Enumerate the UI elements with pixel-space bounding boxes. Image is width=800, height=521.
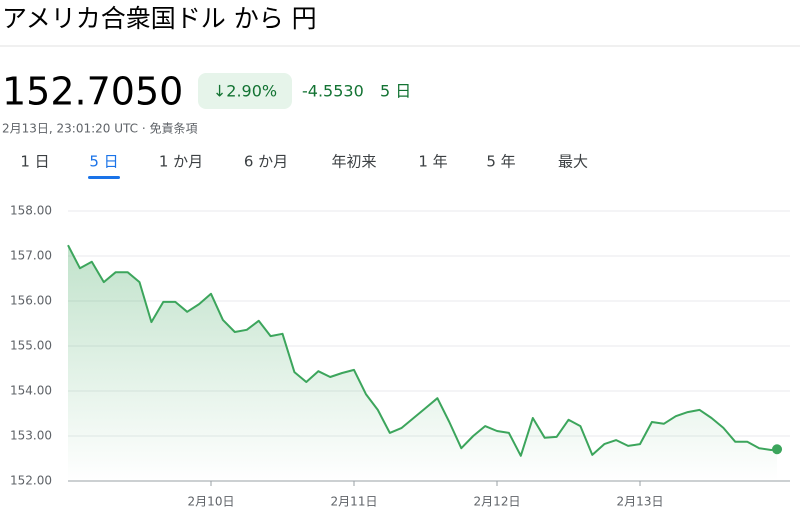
change-badge: [198, 73, 292, 109]
line: [67, 244, 778, 457]
title: アメリカ合衆国ドル から 円: [2, 4, 317, 33]
y-tick-label: 152.00: [10, 474, 52, 488]
tab[interactable]: 最大: [558, 153, 588, 171]
change: -4.5530: [302, 82, 364, 101]
y-tick-label: 158.00: [10, 204, 52, 218]
x-tick-label: 2月12日: [474, 495, 521, 509]
change-percent: ↓2.90%: [213, 82, 277, 101]
tab[interactable]: 6 か月: [244, 153, 288, 171]
x-tick-label: 2月10日: [188, 495, 235, 509]
x-tick-label: 2月11日: [331, 495, 378, 509]
y-tick-label: 155.00: [10, 339, 52, 353]
y-tick-label: 153.00: [10, 429, 52, 443]
period: 5 日: [380, 82, 411, 101]
y-tick-label: 156.00: [10, 294, 52, 308]
tab[interactable]: 年初来: [331, 153, 376, 171]
tab[interactable]: 1 か月: [159, 153, 203, 171]
timestamp: 2月13日, 23:01:20 UTC · 免責条項: [2, 121, 197, 136]
tab[interactable]: 5 年: [486, 153, 515, 171]
area: [68, 245, 778, 481]
y-tick-label: 154.00: [10, 384, 52, 398]
tab[interactable]: 1 日: [20, 153, 49, 171]
tab[interactable]: 5 日: [89, 153, 118, 171]
last-point: [772, 444, 783, 455]
tab-underline: [88, 176, 120, 179]
tab[interactable]: 1 年: [418, 153, 447, 171]
y-tick-label: 157.00: [10, 249, 52, 263]
price: 152.7050: [2, 70, 183, 114]
x-tick-label: 2月13日: [617, 495, 664, 509]
